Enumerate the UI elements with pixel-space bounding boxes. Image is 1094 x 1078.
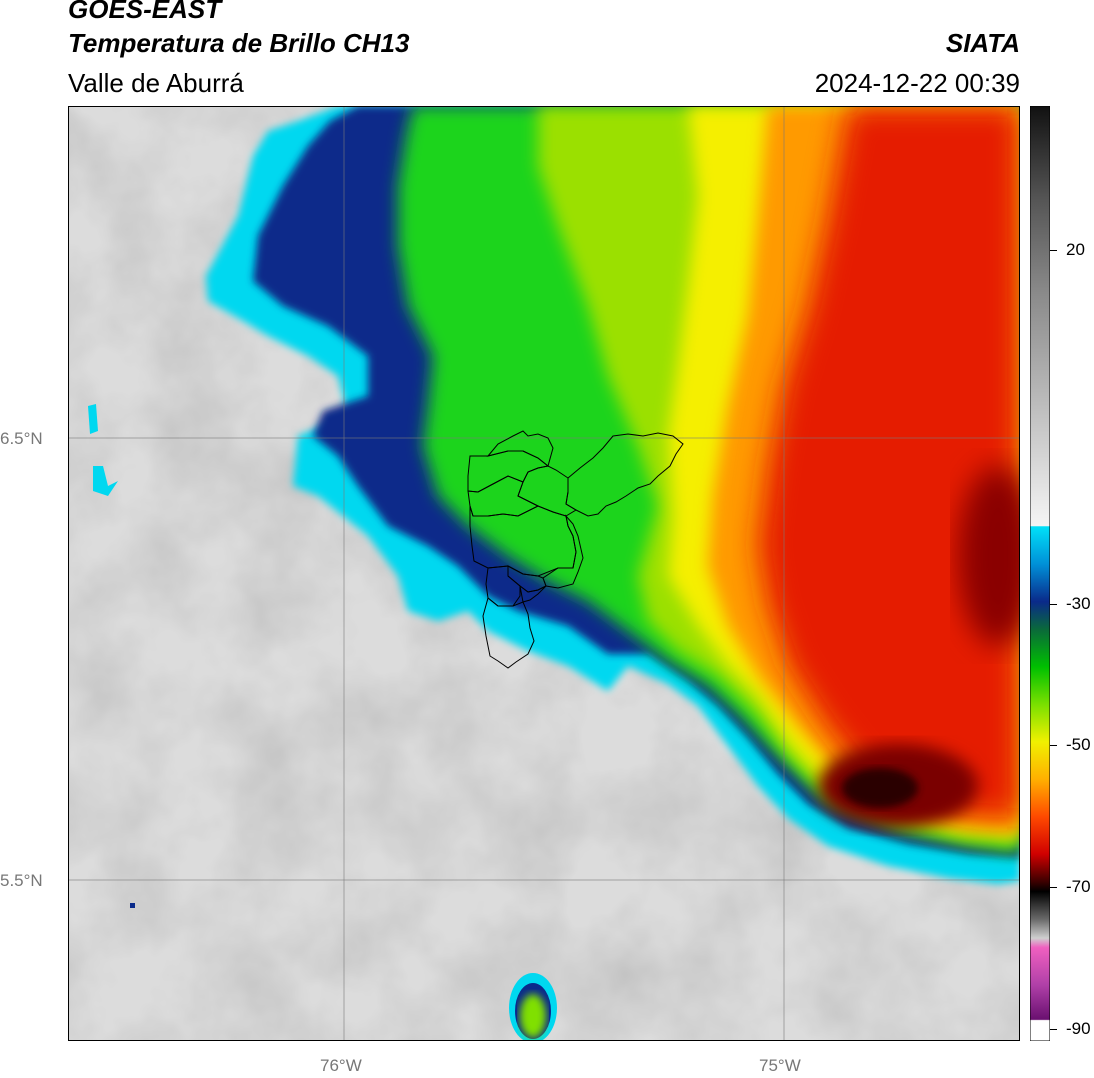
colorbar-label-minus90: -90 [1066,1019,1091,1038]
lon-label-75w: 75°W [759,1056,801,1075]
lon-label-76w: 76°W [320,1056,362,1075]
colorbar-tick-minus30 [1050,604,1057,605]
datetime-label: 2024-12-22 00:39 [814,68,1020,98]
isolated-cell-green [520,994,546,1038]
colorbar-label-minus30: -30 [1066,594,1091,613]
municipality-south-4 [519,584,547,603]
colorbar [1030,106,1050,1041]
region-subtitle: Valle de Aburrá [68,68,244,98]
product-title: Temperatura de Brillo CH13 [68,28,410,58]
cloud-speck-1 [93,466,118,496]
municipality-north [565,432,684,517]
colorbar-tick-20 [1050,250,1057,251]
municipality-south-2 [485,565,521,607]
municipality-far-north [486,430,554,467]
cloud-speck-3 [130,903,135,908]
colorbar-tick-minus50 [1050,745,1057,746]
satellite-title: GOES-EAST [68,0,222,24]
cloud-speck-2 [88,404,98,434]
agency-label: SIATA [945,28,1020,58]
municipality-south-3 [482,597,535,669]
lat-label-6-5n: 6.5°N [0,429,43,448]
satellite-map[interactable] [68,106,1020,1041]
lat-label-5-5n: 5.5°N [0,871,43,890]
colorbar-label-minus50: -50 [1066,735,1091,754]
colorbar-label-minus70: -70 [1066,877,1091,896]
colorbar-tick-minus70 [1050,887,1057,888]
cloud-core-deep-red-2 [842,768,918,808]
colorbar-tick-minus90 [1050,1029,1057,1030]
municipality-outlines [467,430,684,669]
cloud-core-red [758,106,1020,818]
colorbar-label-20: 20 [1066,240,1085,259]
cloud-core-deep-red-3 [958,466,1020,646]
